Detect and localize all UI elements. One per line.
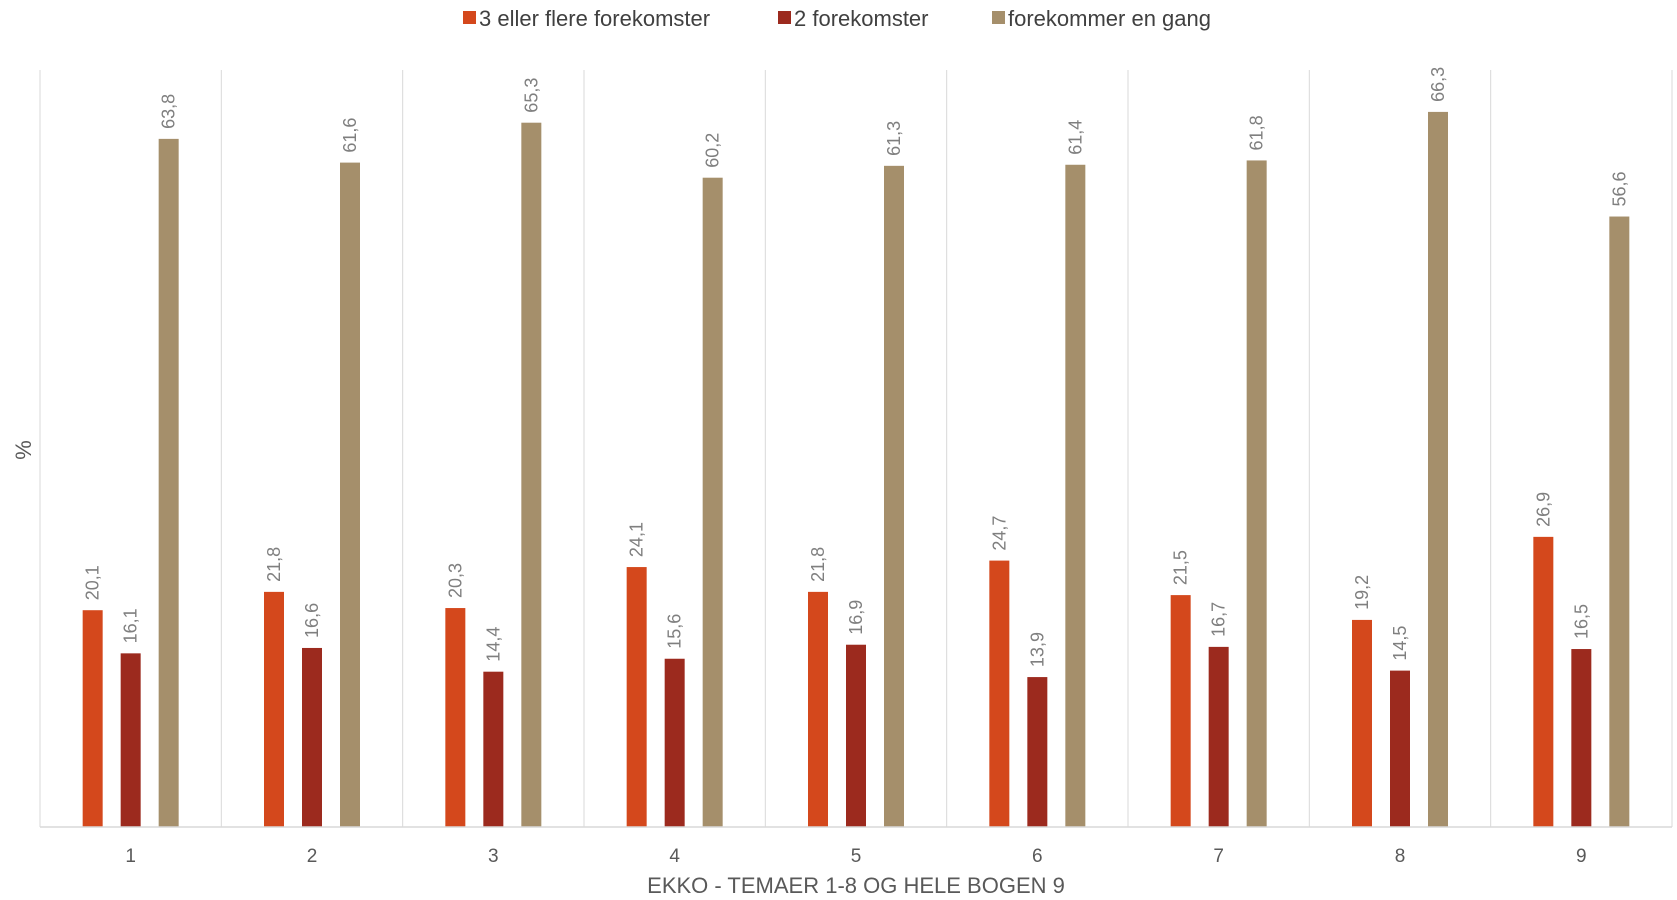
gridlines	[39, 70, 1673, 827]
legend-label: 3 eller flere forekomster	[479, 6, 710, 31]
bar	[1571, 649, 1592, 827]
x-tick-label: 4	[669, 846, 680, 867]
legend-item: 3 eller flere forekomster	[463, 6, 710, 31]
bar	[82, 610, 103, 827]
data-label: 24,1	[627, 522, 647, 557]
data-label: 16,1	[121, 608, 141, 643]
bar	[1065, 164, 1086, 827]
data-label: 19,2	[1352, 575, 1372, 610]
data-label: 13,9	[1027, 632, 1047, 667]
x-tick-label: 9	[1576, 846, 1587, 867]
data-label: 16,6	[302, 603, 322, 638]
x-tick-label: 2	[307, 846, 318, 867]
y-axis-title: %	[11, 440, 36, 460]
bar	[158, 138, 179, 827]
data-label: 15,6	[665, 614, 685, 649]
data-label: 24,7	[989, 516, 1009, 551]
x-axis-tick-labels: 1 2 3 4 5 6 7 8 9	[125, 846, 1586, 867]
bar	[120, 653, 141, 827]
bar	[884, 165, 904, 828]
data-label: 20,1	[83, 565, 103, 600]
legend: 3 eller flere forekomster 2 forekomster fo…	[463, 6, 1211, 31]
data-label: 56,6	[1609, 171, 1629, 206]
legend-swatch	[463, 11, 476, 24]
legend-swatch	[778, 11, 791, 24]
bars	[82, 111, 1630, 828]
legend-item: forekommer en gang	[992, 6, 1211, 31]
data-label: 16,9	[846, 600, 866, 635]
bar	[1390, 670, 1410, 827]
data-label: 65,3	[521, 78, 541, 113]
bar	[483, 671, 504, 827]
bar	[664, 658, 685, 827]
bar	[1246, 160, 1267, 827]
data-label: 16,5	[1571, 604, 1591, 639]
data-label: 61,6	[340, 118, 360, 153]
x-tick-label: 6	[1032, 846, 1043, 867]
data-labels: 20,1 21,8 20,3 24,1 21,8 24,7 21,5 19,2 26,9 16,1…	[83, 67, 1630, 667]
bar	[1352, 619, 1372, 827]
bar	[340, 162, 360, 828]
data-label: 14,5	[1390, 626, 1410, 661]
legend-item: 2 forekomster	[778, 6, 929, 31]
bar	[302, 647, 322, 827]
data-label: 14,4	[483, 627, 503, 662]
bar	[1027, 677, 1048, 827]
x-tick-label: 5	[851, 846, 862, 867]
bar	[846, 644, 866, 827]
bar	[702, 177, 723, 827]
data-label: 66,3	[1428, 67, 1448, 102]
bar	[1533, 536, 1554, 827]
data-label: 21,5	[1171, 550, 1191, 585]
bar	[1609, 216, 1630, 827]
data-label: 61,8	[1247, 115, 1267, 150]
data-label: 21,8	[264, 547, 284, 582]
legend-swatch	[992, 11, 1005, 24]
data-label: 63,8	[159, 94, 179, 129]
data-label: 20,3	[445, 563, 465, 598]
data-label: 60,2	[703, 133, 723, 168]
data-label: 16,7	[1209, 602, 1229, 637]
bar	[445, 608, 466, 827]
legend-label: 2 forekomster	[794, 6, 929, 31]
data-label: 61,4	[1065, 120, 1085, 155]
legend-label: forekommer en gang	[1008, 6, 1211, 31]
bar	[626, 567, 647, 827]
bar	[521, 122, 542, 827]
data-label: 21,8	[808, 547, 828, 582]
bar	[1428, 111, 1448, 827]
x-tick-label: 1	[125, 846, 136, 867]
data-label: 26,9	[1533, 492, 1553, 527]
x-tick-label: 8	[1395, 846, 1406, 867]
bar	[1208, 646, 1229, 827]
bar	[264, 591, 284, 827]
x-tick-label: 3	[488, 846, 499, 867]
bar	[1170, 595, 1191, 827]
data-label: 61,3	[884, 121, 904, 156]
x-tick-label: 7	[1213, 846, 1224, 867]
x-axis-title: EKKO - TEMAER 1-8 OG HELE BOGEN 9	[647, 873, 1065, 898]
bar	[808, 591, 828, 827]
bar	[989, 560, 1010, 827]
